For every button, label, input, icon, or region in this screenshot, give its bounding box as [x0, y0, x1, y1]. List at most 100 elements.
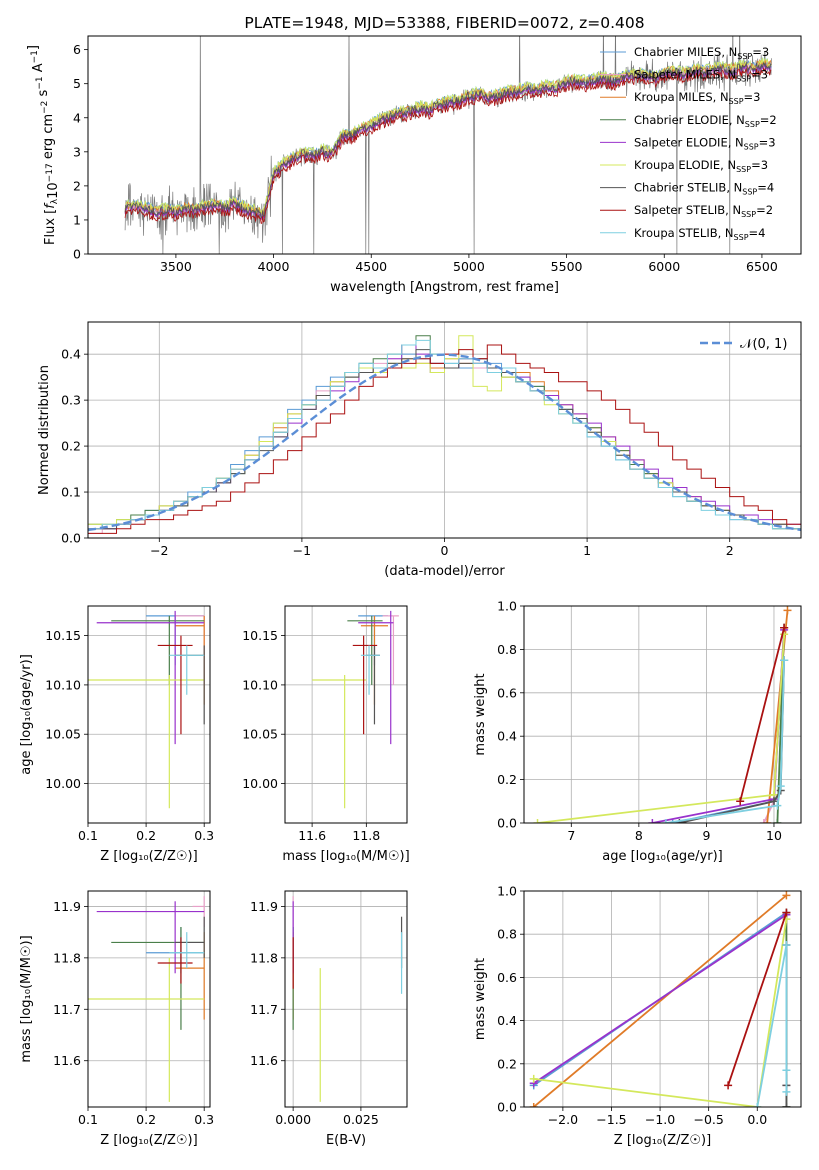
- legend-count: =3: [744, 90, 761, 104]
- legend-entry: 𝒩(0, 1): [740, 337, 787, 352]
- x-tick-label: 6000: [648, 259, 680, 274]
- weight-marker-chabrier-stelib: [769, 797, 778, 806]
- legend-sub: SSP: [744, 142, 759, 151]
- age-vs-mass-panel: 11.6 11.8 10.00 10.05 10.10 10.15 mass [log₁₀(…: [242, 605, 410, 864]
- legend-name: Kroupa MILES, N: [634, 90, 729, 104]
- legend-entry: Kroupa MILES, NSSP=3: [634, 90, 760, 106]
- y-tick-label: 11.6: [250, 1053, 278, 1068]
- y-tick-label: 3: [73, 144, 81, 159]
- weight-line-salpeter-stelib: [727, 912, 788, 1086]
- x-tick-label: −1: [293, 543, 311, 558]
- legend-name: Kroupa ELODIE, N: [634, 158, 736, 172]
- legend-name: Kroupa STELIB, N: [634, 226, 734, 240]
- legend-name: Chabrier ELODIE, N: [634, 113, 745, 127]
- y-axis-label-part: −17: [45, 163, 55, 182]
- x-axis-label: mass [log₁₀(M/M☉)]: [282, 849, 409, 864]
- legend-sub: SSP: [736, 165, 751, 174]
- y-axis-label: Normed distribution: [37, 365, 52, 495]
- legend-sub: SSP: [745, 120, 760, 129]
- y-tick-label: 11.8: [250, 950, 278, 965]
- legend-entry: Salpeter ELODIE, NSSP=3: [634, 135, 776, 151]
- weight-line-chabrier-stelib: [679, 660, 785, 823]
- legend-count: =3: [752, 45, 769, 59]
- age-vs-z-panel: 0.1 0.2 0.3 10.00 10.05 10.10 10.15 Z [log₁₀(Z/…: [19, 605, 214, 864]
- y-tick-label: 0.0: [61, 531, 81, 546]
- y-tick-label: 5: [73, 76, 81, 91]
- legend-count: =3: [751, 158, 768, 172]
- legend-entry: Chabrier MILES, NSSP=3: [634, 45, 769, 61]
- y-axis-label-part: Flux [: [43, 209, 58, 245]
- y-axis-label-part: −1: [35, 76, 45, 89]
- x-tick-label: −2: [150, 543, 168, 558]
- legend-sub: SSP: [741, 210, 756, 219]
- x-tick-label: 8: [635, 828, 643, 843]
- y-tick-label: 1.0: [497, 884, 517, 899]
- mass-vs-ebv-panel: 0.000 0.025 11.6 11.7 11.8 11.9 E(B-V): [250, 890, 408, 1148]
- y-axis-label-part: −2: [40, 101, 50, 114]
- weight-marker-kroupa-stelib: [782, 1066, 791, 1075]
- legend-sub: SSP: [736, 75, 751, 84]
- weight-line-kroupa-stelib: [665, 660, 785, 823]
- y-axis-label: mass weight: [473, 958, 488, 1040]
- y-tick-label: 10.05: [242, 727, 278, 742]
- y-tick-label: 0.4: [497, 1013, 517, 1028]
- axes-frame: [87, 605, 211, 824]
- y-tick-label: 1.0: [497, 599, 517, 614]
- legend-name: Salpeter STELIB, N: [634, 203, 741, 217]
- legend-entry: Chabrier STELIB, NSSP=4: [634, 181, 774, 197]
- x-tick-label: −1.0: [645, 1112, 675, 1127]
- x-tick-label: 0.1: [78, 1112, 98, 1127]
- axes-frame: [284, 890, 408, 1108]
- weight-marker-kroupa-stelib: [780, 656, 789, 665]
- x-tick-label: 0.025: [343, 1112, 379, 1127]
- weight-vs-z-panel: −2.0 −1.5 −1.0 −0.5 0.0 0.0 0.2 0.4 0.6 0.8 1.0 Z […: [473, 884, 802, 1148]
- y-tick-label: 11.9: [53, 899, 81, 914]
- weight-marker-kroupa-miles: [763, 819, 772, 823]
- legend-count: =4: [749, 226, 766, 240]
- weight-marker-salpeter-stelib: [736, 797, 745, 806]
- x-tick-label: −2.0: [548, 1112, 578, 1127]
- x-tick-label: 5500: [551, 259, 583, 274]
- weight-line-salpeter-elodie: [533, 914, 787, 1084]
- y-axis-label-part: ]: [26, 45, 41, 50]
- x-tick-label: 2: [726, 543, 734, 558]
- x-tick-label: 4000: [258, 259, 290, 274]
- y-axis-label-part: −1: [30, 50, 40, 63]
- y-tick-label: 0.1: [61, 485, 81, 500]
- mass-vs-ebv-plot: [292, 896, 403, 1102]
- weight-line-kroupa-elodie: [537, 634, 785, 823]
- mass-vs-z-plot: [88, 896, 205, 1102]
- legend-entry: Kroupa STELIB, NSSP=4: [634, 226, 765, 242]
- x-tick-label: 0.1: [78, 828, 98, 843]
- model-line-chabrier-stelib: [124, 61, 772, 218]
- legend-entry: Chabrier ELODIE, NSSP=2: [634, 113, 777, 129]
- y-tick-label: 11.8: [53, 950, 81, 965]
- weight-marker-kroupa-miles: [782, 891, 791, 900]
- y-tick-label: 0.3: [61, 393, 81, 408]
- x-tick-label: 9: [702, 828, 710, 843]
- x-tick-label: 0: [441, 543, 449, 558]
- legend-count: =2: [760, 113, 777, 127]
- weight-marker-kroupa-stelib: [776, 782, 785, 791]
- legend-count: =3: [751, 68, 768, 82]
- x-tick-label: 0.3: [194, 828, 214, 843]
- weight-marker-salpeter-stelib: [782, 908, 791, 917]
- y-tick-label: 0: [73, 247, 81, 262]
- weight-marker-chabrier-miles: [668, 819, 677, 823]
- legend-count: =3: [759, 135, 776, 149]
- residuals-plot: [88, 335, 801, 538]
- weight-marker-salpeter-stelib: [780, 623, 789, 632]
- x-tick-label: 4500: [355, 259, 387, 274]
- legend-name: Salpeter ELODIE, N: [634, 135, 744, 149]
- y-tick-label: 0.2: [497, 1056, 517, 1071]
- y-tick-label: 0.4: [61, 347, 81, 362]
- x-tick-label: −1.5: [596, 1112, 626, 1127]
- weight-vs-z-plot: [529, 891, 791, 1107]
- y-axis-label-part: 10: [46, 182, 61, 199]
- y-tick-label: 2: [73, 178, 81, 193]
- x-tick-label: 10: [766, 828, 782, 843]
- age-vs-z-plot: [88, 610, 205, 809]
- weight-line-chabrier-miles: [672, 627, 785, 823]
- weight-marker-kroupa-elodie: [529, 1074, 538, 1083]
